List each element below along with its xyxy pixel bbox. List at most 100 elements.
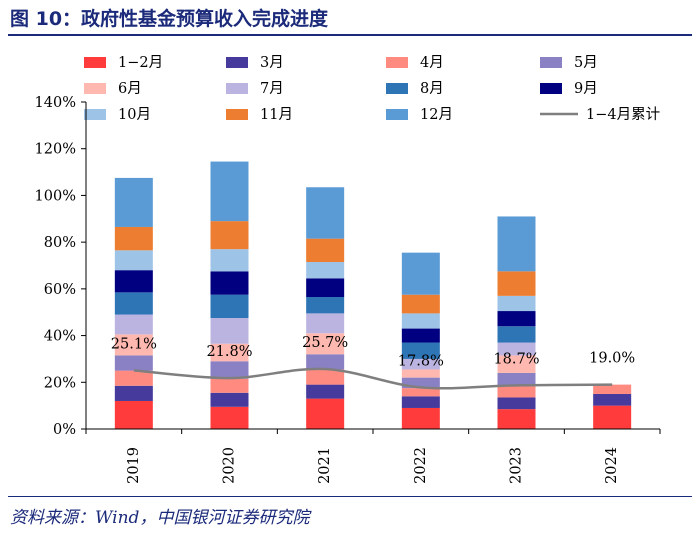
- y-tick-label: 20%: [44, 375, 76, 391]
- legend-label: 7月: [260, 81, 284, 97]
- x-tick-label: 2023: [509, 447, 525, 484]
- cumulative-line: 25.1% 21.8% 25.7% 17.8% 18.7% 19.0%: [111, 335, 635, 390]
- figure-title: 图 10：政府性基金预算收入完成进度: [10, 8, 329, 30]
- legend-swatch: [226, 83, 248, 94]
- x-tick-label: 2022: [413, 447, 429, 484]
- legend-swatch: [226, 109, 248, 120]
- legend-swatch: [84, 109, 106, 120]
- bar-segment: [401, 313, 440, 329]
- bar-segment: [593, 393, 632, 406]
- legend-swatch: [84, 83, 106, 94]
- legend-label: 8月: [420, 81, 444, 97]
- data-label: 25.7%: [302, 335, 348, 351]
- bar-segment: [114, 385, 153, 401]
- bar-segment: [401, 294, 440, 314]
- bar-segment: [306, 278, 345, 298]
- bar-segment: [497, 326, 536, 343]
- bar-segment: [210, 294, 249, 319]
- bar-segment: [497, 271, 536, 296]
- bar-segment: [114, 177, 153, 227]
- bar-segment: [114, 226, 153, 251]
- cumulative-line-path: [133, 367, 613, 390]
- y-tick-label: 80%: [44, 235, 76, 251]
- chart-legend: 1−2月 3月 4月 5月 6月 7月 8月 9月 10月 11月 12月 1−4月累计: [84, 55, 660, 123]
- bar-segment: [306, 238, 345, 262]
- data-label: 19.0%: [589, 351, 635, 367]
- legend-label: 6月: [118, 81, 142, 97]
- bar-segment: [210, 378, 249, 393]
- bar-segment: [497, 409, 536, 429]
- legend-label: 1−2月: [118, 55, 163, 71]
- bar-segment: [497, 342, 536, 356]
- bar-segment: [306, 261, 345, 279]
- x-tick-label: 2019: [126, 447, 142, 484]
- bar-segment: [114, 314, 153, 335]
- bar-segment: [114, 250, 153, 271]
- bar-segment: [401, 358, 440, 370]
- y-tick-label: 60%: [44, 282, 76, 298]
- bar-segment: [306, 354, 345, 370]
- bar-segment: [401, 328, 440, 343]
- legend-swatch: [540, 57, 562, 68]
- bar-segment: [497, 355, 536, 373]
- bar-segment: [401, 407, 440, 429]
- y-tick-label: 40%: [44, 329, 76, 345]
- bar-segment: [210, 406, 249, 429]
- y-tick-label: 140%: [35, 95, 76, 111]
- data-label: 21.8%: [206, 344, 252, 360]
- legend-swatch: [84, 57, 106, 68]
- bar-segment: [593, 405, 632, 429]
- legend-label: 3月: [260, 55, 284, 71]
- bar-segment: [210, 361, 249, 379]
- bar-segment: [306, 187, 345, 239]
- legend-swatch: [386, 57, 408, 68]
- title-rule: [8, 34, 692, 36]
- legend-label: 12月: [420, 107, 453, 123]
- bar-segment: [401, 377, 440, 389]
- data-label: 25.1%: [111, 336, 157, 352]
- x-axis: 2019 2020 2021 2022 2023 2024: [85, 428, 661, 484]
- bar-segment: [306, 313, 345, 334]
- y-tick-label: 100%: [35, 188, 76, 204]
- bar-segment: [114, 270, 153, 293]
- legend-swatch: [386, 83, 408, 94]
- y-tick-label: 0%: [53, 422, 76, 438]
- bar-segment: [114, 334, 153, 356]
- bar-segment: [306, 333, 345, 355]
- bar-segment: [497, 385, 536, 398]
- legend-label: 4月: [420, 55, 444, 71]
- bar-segment: [210, 161, 249, 222]
- source-rule: [8, 496, 692, 497]
- bar-segment: [593, 384, 632, 394]
- legend-swatch: [540, 83, 562, 94]
- bar-segment: [210, 271, 249, 295]
- y-axis: 0% 20% 40% 60% 80% 100% 120% 140%: [35, 95, 87, 438]
- bar-segment: [306, 297, 345, 314]
- legend-label: 9月: [574, 81, 598, 97]
- bar-segment: [114, 355, 153, 371]
- bar-segment: [401, 396, 440, 408]
- bar-segment: [210, 221, 249, 250]
- legend-swatch: [226, 57, 248, 68]
- bars: [114, 161, 632, 429]
- bar-segment: [114, 400, 153, 429]
- legend-label: 1−4月累计: [586, 106, 660, 123]
- legend-label: 11月: [260, 107, 293, 123]
- x-tick-label: 2024: [604, 447, 620, 484]
- bar-segment: [401, 342, 440, 359]
- bar-segment: [497, 216, 536, 272]
- bar-segment: [401, 252, 440, 295]
- bar-segment: [114, 292, 153, 315]
- source-note: 资料来源：Wind，中国银河证券研究院: [10, 508, 310, 528]
- bar-segment: [401, 388, 440, 397]
- bar-segment: [210, 392, 249, 407]
- bar-segment: [306, 398, 345, 429]
- legend-swatch: [386, 109, 408, 120]
- x-tick-label: 2020: [222, 447, 238, 484]
- x-tick-label: 2021: [317, 447, 333, 484]
- bar-segment: [497, 311, 536, 327]
- bar-segment: [497, 372, 536, 386]
- bar-segment: [497, 397, 536, 410]
- bar-segment: [306, 369, 345, 385]
